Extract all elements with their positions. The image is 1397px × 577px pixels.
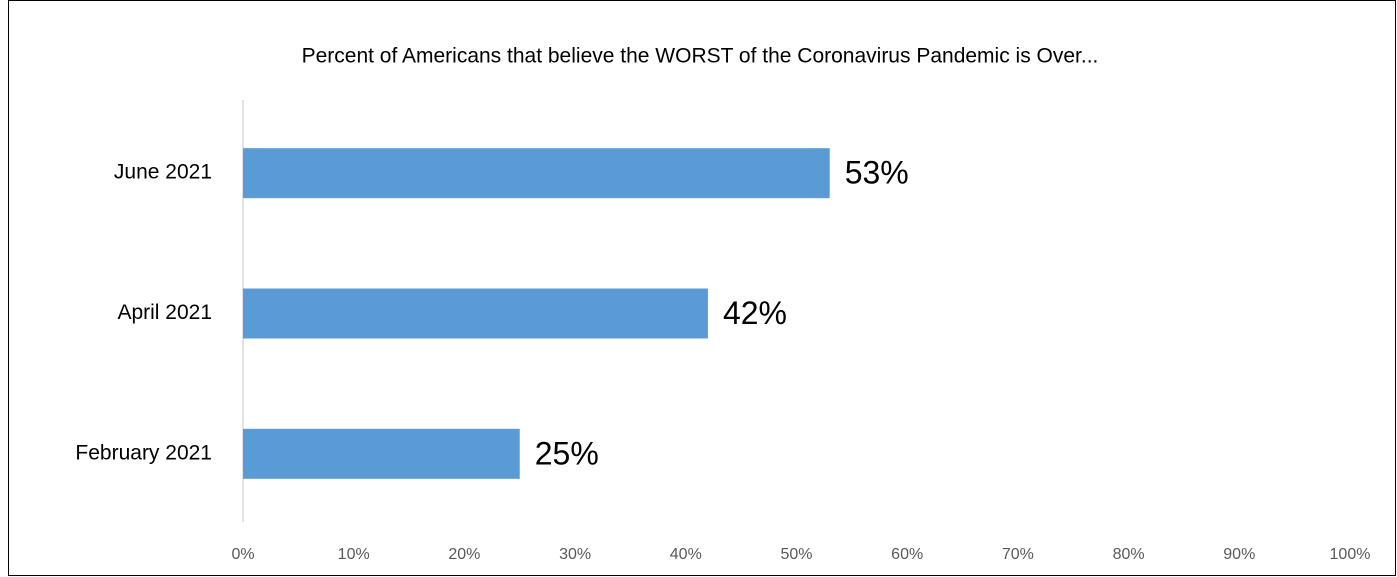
x-tick-label: 10% xyxy=(338,546,370,563)
y-tick-label: June 2021 xyxy=(114,161,212,184)
x-tick-label: 90% xyxy=(1223,546,1255,563)
bar xyxy=(243,288,708,339)
x-tick-label: 0% xyxy=(231,546,254,563)
y-tick-label: February 2021 xyxy=(75,441,212,464)
x-tick-label: 80% xyxy=(1113,546,1145,563)
x-tick-label: 50% xyxy=(780,546,812,563)
value-label: 53% xyxy=(845,155,909,191)
y-tick-label: April 2021 xyxy=(117,301,212,324)
bar xyxy=(243,148,830,199)
chart-border xyxy=(8,0,1396,576)
x-tick-label: 30% xyxy=(559,546,591,563)
chart-title: Percent of Americans that believe the WO… xyxy=(302,45,1099,68)
x-tick-label: 20% xyxy=(448,546,480,563)
value-label: 42% xyxy=(723,295,787,331)
x-tick-label: 100% xyxy=(1330,546,1371,563)
x-tick-label: 40% xyxy=(670,546,702,563)
x-tick-label: 70% xyxy=(1002,546,1034,563)
bar xyxy=(243,428,520,479)
x-tick-label: 60% xyxy=(891,546,923,563)
value-label: 25% xyxy=(535,435,599,471)
